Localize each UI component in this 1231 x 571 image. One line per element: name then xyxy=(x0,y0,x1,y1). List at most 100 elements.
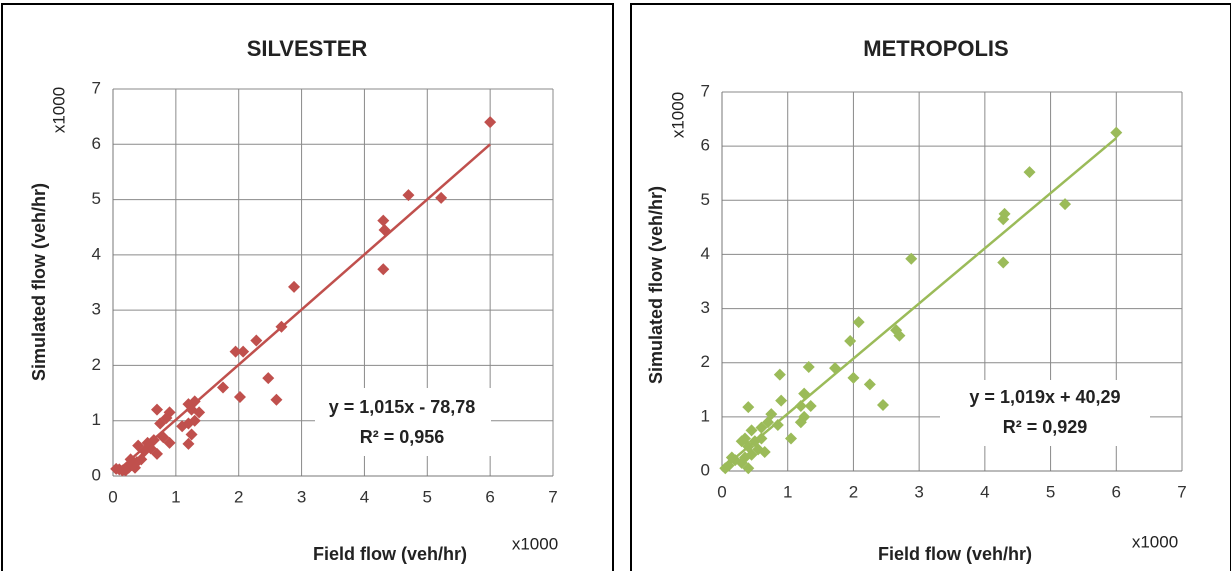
annotation: R² = 0,956 xyxy=(360,427,445,447)
point xyxy=(844,335,857,348)
x-tick-label: 4 xyxy=(980,482,989,501)
point xyxy=(435,191,448,204)
y-tick-label: 3 xyxy=(701,298,710,317)
x-tick-label: 0 xyxy=(108,487,117,506)
y-tick-label: 5 xyxy=(701,190,710,209)
point xyxy=(798,387,811,400)
point xyxy=(1110,126,1123,139)
x-tick-label: 2 xyxy=(849,482,858,501)
trendline xyxy=(723,137,1118,469)
point xyxy=(794,416,807,429)
x-multiplier: x1000 xyxy=(512,534,558,553)
x-axis-label: Field flow (veh/hr) xyxy=(878,544,1032,564)
x-tick-label: 1 xyxy=(171,487,180,506)
annotation-box xyxy=(940,380,1150,446)
point xyxy=(1059,198,1072,211)
x-tick-label: 3 xyxy=(297,487,306,506)
point xyxy=(402,189,415,202)
point xyxy=(377,214,390,227)
point xyxy=(377,263,390,276)
y-axis-label: Simulated flow (veh/hr) xyxy=(646,186,666,384)
point xyxy=(802,361,815,374)
x-multiplier: x1000 xyxy=(1132,532,1178,551)
point xyxy=(758,446,771,459)
trendline xyxy=(117,143,491,472)
y-tick-label: 7 xyxy=(92,78,101,97)
point xyxy=(188,414,201,427)
point xyxy=(151,447,163,460)
y-tick-label: 2 xyxy=(701,352,710,371)
point xyxy=(151,403,163,416)
point xyxy=(124,453,137,466)
point xyxy=(270,393,283,406)
x-tick-label: 5 xyxy=(423,487,432,506)
x-tick-label: 3 xyxy=(914,482,923,501)
x-tick-label: 7 xyxy=(548,487,557,506)
x-tick-label: 0 xyxy=(717,482,726,501)
point xyxy=(742,401,755,414)
point xyxy=(719,462,732,475)
point xyxy=(905,252,918,265)
y-tick-label: 4 xyxy=(92,244,101,263)
point xyxy=(863,378,876,391)
x-tick-label: 5 xyxy=(1046,482,1055,501)
point xyxy=(877,398,889,411)
chart-title: METROPOLIS xyxy=(863,36,1008,61)
point xyxy=(182,437,195,450)
point xyxy=(237,345,250,358)
point xyxy=(275,320,288,333)
point xyxy=(773,368,786,381)
point xyxy=(378,223,391,236)
y-tick-label: 6 xyxy=(92,134,101,153)
x-tick-label: 4 xyxy=(360,487,369,506)
point xyxy=(262,372,275,385)
x-tick-label: 2 xyxy=(234,487,243,506)
x-tick-label: 7 xyxy=(1177,482,1186,501)
point xyxy=(185,403,198,416)
point xyxy=(893,329,906,342)
annotation: R² = 0,929 xyxy=(1003,417,1088,437)
annotation: y = 1,019x + 40,29 xyxy=(969,387,1120,407)
point xyxy=(217,381,229,394)
y-tick-label: 5 xyxy=(92,189,101,208)
point xyxy=(129,461,141,474)
y-tick-label: 0 xyxy=(701,460,710,479)
y-tick-label: 1 xyxy=(701,406,710,425)
y-tick-label: 7 xyxy=(701,81,710,100)
point xyxy=(110,462,123,475)
point xyxy=(288,280,301,293)
chart-title: SILVESTER xyxy=(247,36,368,61)
point xyxy=(775,394,788,407)
point xyxy=(794,400,807,413)
x-tick-label: 6 xyxy=(485,487,494,506)
panel-border xyxy=(630,3,1231,571)
point xyxy=(132,439,145,452)
x-tick-label: 6 xyxy=(1112,482,1121,501)
point xyxy=(250,334,263,347)
point xyxy=(847,371,860,384)
annotation: y = 1,015x - 78,78 xyxy=(329,397,476,417)
point xyxy=(852,316,865,329)
annotation-box xyxy=(315,388,491,456)
point xyxy=(785,432,797,445)
point xyxy=(233,390,246,403)
y-tick-label: 2 xyxy=(92,355,101,374)
x-axis-label: Field flow (veh/hr) xyxy=(313,544,467,564)
point xyxy=(1023,166,1036,179)
point xyxy=(745,424,758,437)
y-tick-label: 6 xyxy=(701,136,710,155)
point xyxy=(755,421,768,434)
point xyxy=(229,345,242,358)
x-tick-label: 1 xyxy=(783,482,792,501)
y-axis-label: Simulated flow (veh/hr) xyxy=(29,183,49,381)
point xyxy=(742,462,755,475)
y-multiplier: x1000 xyxy=(49,87,68,133)
y-tick-label: 4 xyxy=(701,244,710,263)
point xyxy=(804,400,817,413)
point xyxy=(484,116,497,129)
point xyxy=(185,428,198,441)
y-tick-label: 0 xyxy=(92,465,101,484)
point xyxy=(771,418,784,431)
